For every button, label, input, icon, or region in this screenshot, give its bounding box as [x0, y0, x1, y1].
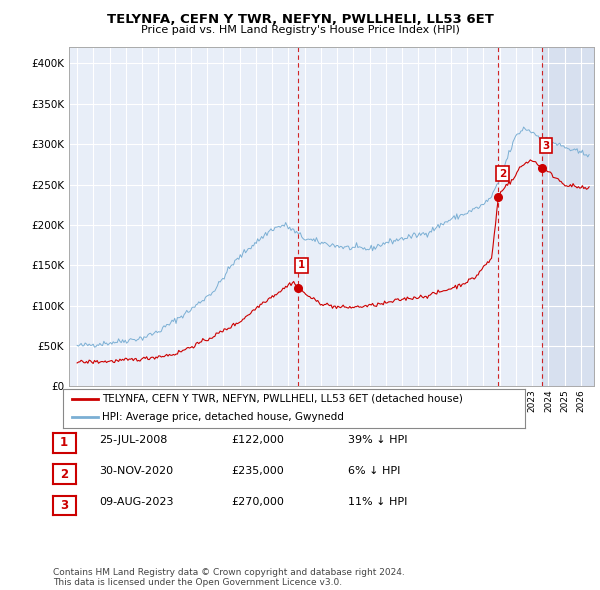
- Text: 1: 1: [298, 260, 305, 270]
- Text: 25-JUL-2008: 25-JUL-2008: [99, 435, 167, 444]
- Text: £122,000: £122,000: [231, 435, 284, 444]
- Text: HPI: Average price, detached house, Gwynedd: HPI: Average price, detached house, Gwyn…: [102, 412, 344, 422]
- Text: 11% ↓ HPI: 11% ↓ HPI: [348, 497, 407, 507]
- Text: 2: 2: [499, 169, 506, 179]
- Text: 1: 1: [60, 436, 68, 450]
- Text: 3: 3: [60, 499, 68, 512]
- Text: Contains HM Land Registry data © Crown copyright and database right 2024.
This d: Contains HM Land Registry data © Crown c…: [53, 568, 404, 587]
- Text: £235,000: £235,000: [231, 466, 284, 476]
- Text: TELYNFA, CEFN Y TWR, NEFYN, PWLLHELI, LL53 6ET (detached house): TELYNFA, CEFN Y TWR, NEFYN, PWLLHELI, LL…: [102, 394, 463, 404]
- Text: 09-AUG-2023: 09-AUG-2023: [99, 497, 173, 507]
- Text: 39% ↓ HPI: 39% ↓ HPI: [348, 435, 407, 444]
- Text: 3: 3: [542, 140, 550, 150]
- Text: Price paid vs. HM Land Registry's House Price Index (HPI): Price paid vs. HM Land Registry's House …: [140, 25, 460, 35]
- Text: 2: 2: [60, 467, 68, 481]
- Text: 6% ↓ HPI: 6% ↓ HPI: [348, 466, 400, 476]
- Text: 30-NOV-2020: 30-NOV-2020: [99, 466, 173, 476]
- Text: TELYNFA, CEFN Y TWR, NEFYN, PWLLHELI, LL53 6ET: TELYNFA, CEFN Y TWR, NEFYN, PWLLHELI, LL…: [107, 13, 493, 26]
- Text: £270,000: £270,000: [231, 497, 284, 507]
